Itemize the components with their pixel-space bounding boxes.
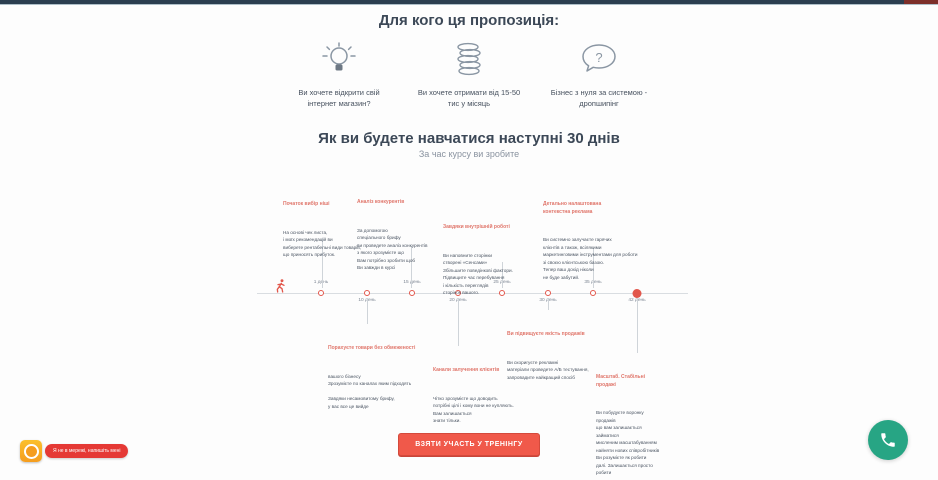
timeline-block: Порахуєте товари без обмеженості вашого …: [328, 327, 430, 428]
course-subtitle: За час курсу ви зробите: [418, 149, 520, 159]
audience-item-text: Ви хочете відкрити свій інтернет магазин…: [298, 88, 380, 109]
timeline-block: Завдяки внутрішній роботі Ви наповните с…: [443, 206, 527, 315]
audience-title: Для кого ця пропозиція:: [378, 12, 560, 29]
timeline-block: Канали залучення клієнтів Чітко зрозуміє…: [433, 349, 529, 443]
chat-offline-label[interactable]: Я не в мережі, напишіть мені: [45, 444, 129, 458]
audience-item-text: Бізнес з нуля за системою - дропшипінг: [550, 88, 648, 109]
timeline-block-title: Ви підвищуєте якість продажів: [507, 331, 585, 337]
timeline-dot: [409, 290, 415, 296]
audience-item: Ви хочете відкрити свій інтернет магазин…: [274, 40, 404, 110]
timeline-block-title: Порахуєте товари без обмеженості: [328, 345, 416, 351]
timeline-connector: [458, 298, 459, 346]
timeline-block-title: Масштаб. Стабільні продажі: [596, 374, 646, 388]
timeline-connector: [367, 298, 368, 324]
join-training-button[interactable]: ВЗЯТИ УЧАСТЬ У ТРЕНІНГУ: [398, 433, 540, 456]
timeline-block-title: Канали залучення клієнтів: [433, 367, 500, 373]
top-bar-accent: [904, 0, 938, 4]
timeline-block-text: На основі чек листа, і моїх рекомендацій…: [283, 229, 362, 258]
audience-item: Ви хочете отримати від 15-50 тис у місяц…: [404, 40, 534, 110]
audience-row: Ви хочете відкрити свій інтернет магазин…: [0, 40, 938, 110]
timeline-day-label: 1 день: [313, 280, 329, 285]
timeline-dot: [545, 290, 551, 296]
course-title: Як ви будете навчатися наступні 30 днів: [318, 130, 620, 147]
timeline-block-title: Детально налаштована контекстна реклама: [543, 201, 602, 215]
timeline-dot: [499, 290, 505, 296]
timeline-connector: [322, 238, 323, 288]
timeline-connector: [593, 248, 594, 288]
timeline-block-text: Ви системно залучаєте гарячих клієнтів а…: [543, 237, 638, 280]
timeline-block: Ви підвищуєте якість продажів Ви скоригу…: [507, 313, 611, 399]
timeline-block-text: Ви наповните сторінки створені «Сенсами»…: [443, 252, 513, 296]
timeline-block: Детально налаштована контекстна реклама …: [543, 183, 639, 299]
timeline-block-text: Ви скоригуєте рекламні матеріали проведе…: [507, 359, 589, 380]
timeline-connector: [502, 262, 503, 288]
svg-text:?: ?: [595, 50, 602, 65]
timeline-block-title: Початок вибір ніші: [283, 201, 330, 207]
audience-item-text: Ви хочете отримати від 15-50 тис у місяц…: [417, 88, 521, 109]
phone-icon: [881, 433, 895, 447]
top-bar: [0, 0, 938, 4]
timeline-block-text: За допомогою спеціального брифу ви прове…: [357, 227, 428, 271]
top-bar-divider: [0, 4, 938, 5]
timeline-day-label: 15 день: [403, 280, 421, 285]
lightbulb-icon: [318, 40, 360, 80]
timeline-block: Аналіз конкурентів За допомогою спеціаль…: [357, 181, 435, 290]
timeline-dot: [364, 290, 370, 296]
chat-widget-icon[interactable]: [20, 440, 42, 462]
callback-button[interactable]: [868, 420, 908, 460]
timeline-axis: [257, 293, 688, 294]
runner-icon: [272, 278, 288, 294]
timeline-block-text: Чітко зрозумієте що доводить потрібні ці…: [433, 395, 514, 424]
coins-icon: [449, 40, 489, 80]
timeline-block-text: Ви побудуєте воронку продажів що вам зал…: [596, 410, 660, 476]
timeline-block: Початок вибір ніші На основі чек листа, …: [283, 183, 363, 277]
timeline-dot: [318, 290, 324, 296]
timeline-block: Масштаб. Стабільні продажі Ви побудуєте …: [596, 356, 678, 480]
chat-lens-icon: [23, 443, 39, 459]
timeline-block-text: вашого бізнесу Зрозумієте по каналах яки…: [328, 373, 412, 409]
timeline-block-title: Аналіз конкурентів: [357, 199, 405, 205]
timeline-connector: [548, 298, 549, 310]
question-bubble-icon: ?: [577, 40, 621, 80]
timeline-connector: [637, 298, 638, 353]
chat-widget[interactable]: Я не в мережі, напишіть мені: [20, 440, 129, 462]
timeline-connector: [411, 246, 412, 288]
timeline-dot: [590, 290, 596, 296]
audience-item: ? Бізнес з нуля за системою - дропшипінг: [534, 40, 664, 110]
timeline-block-title: Завдяки внутрішній роботі: [443, 224, 510, 230]
timeline-dot-final: [632, 289, 642, 298]
timeline-dot: [455, 290, 461, 296]
